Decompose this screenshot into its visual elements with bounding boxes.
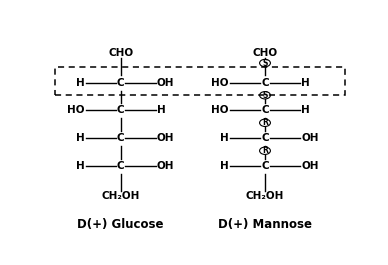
Text: CH₂OH: CH₂OH	[246, 191, 284, 201]
Text: C: C	[261, 105, 269, 115]
Text: R: R	[262, 118, 268, 127]
Text: HO: HO	[67, 105, 85, 115]
Text: HO: HO	[211, 78, 229, 88]
Text: OH: OH	[157, 161, 174, 171]
Text: H: H	[220, 161, 229, 171]
Text: OH: OH	[157, 78, 174, 88]
Text: HO: HO	[211, 105, 229, 115]
Text: H: H	[76, 133, 85, 143]
Text: D(+) Glucose: D(+) Glucose	[78, 218, 164, 231]
Text: H: H	[301, 78, 310, 88]
Circle shape	[260, 92, 270, 99]
Text: CHO: CHO	[253, 48, 277, 58]
Text: OH: OH	[301, 161, 319, 171]
Text: CHO: CHO	[108, 48, 133, 58]
Text: C: C	[117, 133, 125, 143]
Text: CH₂OH: CH₂OH	[102, 191, 140, 201]
Text: C: C	[117, 161, 125, 171]
Text: C: C	[261, 133, 269, 143]
Text: OH: OH	[157, 133, 174, 143]
Text: R: R	[262, 146, 268, 155]
Circle shape	[260, 147, 270, 154]
Text: OH: OH	[301, 133, 319, 143]
Text: C: C	[261, 161, 269, 171]
Text: C: C	[261, 78, 269, 88]
Text: H: H	[76, 161, 85, 171]
Text: H: H	[301, 105, 310, 115]
Text: C: C	[117, 78, 125, 88]
Text: C: C	[117, 105, 125, 115]
Text: H: H	[157, 105, 166, 115]
Circle shape	[260, 119, 270, 126]
Text: H: H	[220, 133, 229, 143]
Text: H: H	[76, 78, 85, 88]
Text: S: S	[262, 91, 268, 100]
Circle shape	[260, 59, 270, 67]
Text: S: S	[262, 59, 268, 68]
Text: D(+) Mannose: D(+) Mannose	[218, 218, 312, 231]
